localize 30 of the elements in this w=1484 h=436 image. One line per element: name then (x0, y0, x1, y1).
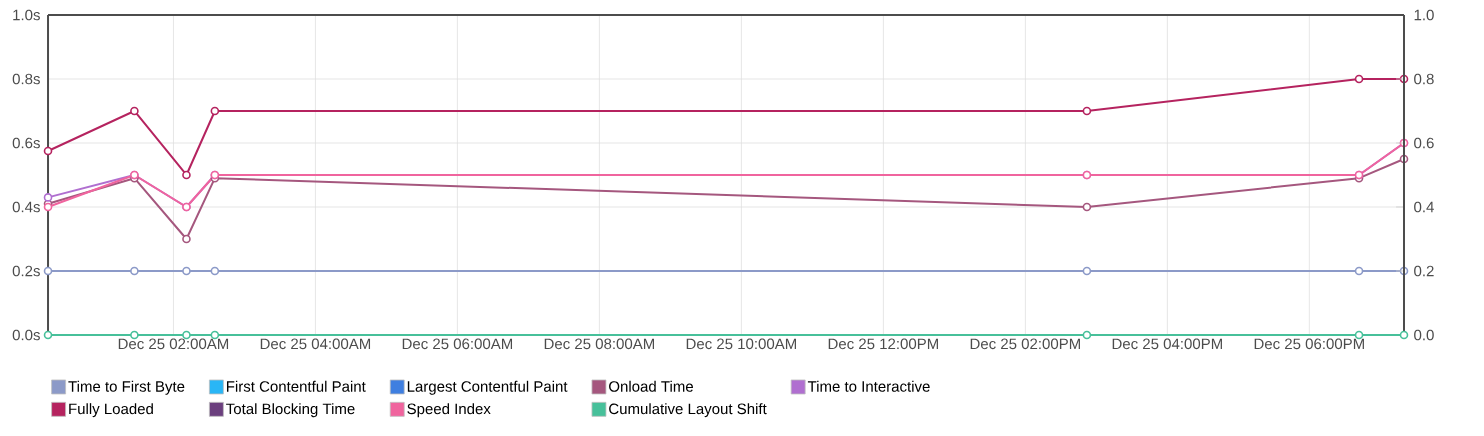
legend-label: Total Blocking Time (226, 403, 355, 418)
legend-label: Time to Interactive (807, 380, 930, 392)
y-tick-label: 0.8s (12, 73, 40, 85)
legend-label: Onload Time (609, 380, 693, 392)
legend-label: Cumulative Layout Shift (609, 403, 767, 418)
legend-label: Time to First Byte (68, 380, 185, 395)
y2-tick-label: 0.4 (1414, 201, 1434, 213)
y2-tick-label: 1.0 (1414, 9, 1434, 21)
y-tick-label: 0.4s (12, 201, 40, 213)
x-tick-label: Dec 25 02:00PM (970, 338, 1080, 350)
legend-label: Fully Loaded (69, 403, 153, 418)
y2-tick-label: 0.6 (1414, 137, 1434, 149)
legend-label: Largest Contentful Paint (407, 380, 568, 395)
legend-label: Speed Index (407, 403, 491, 418)
y2-tick-label: 0.8 (1414, 73, 1434, 85)
y-tick-label: 0.6s (12, 137, 40, 149)
y2-tick-label: 0.2 (1414, 265, 1434, 277)
x-tick-label: Dec 25 04:00PM (1112, 338, 1222, 350)
x-tick-label: Dec 25 02:00AM (118, 338, 229, 350)
y-tick-label: 1.0s (13, 9, 40, 21)
legend-label: First Contentful Paint (227, 380, 366, 392)
x-tick-label: Dec 25 10:00AM (686, 338, 796, 350)
y-tick-label: 0.2s (12, 265, 40, 277)
x-tick-label: Dec 25 06:00AM (402, 338, 513, 350)
x-tick-label: Dec 25 06:00PM (1254, 338, 1364, 350)
x-tick-label: Dec 25 04:00AM (260, 338, 371, 350)
x-tick-label: Dec 25 08:00AM (544, 338, 655, 350)
y-tick-label: 0.0s (12, 329, 40, 341)
x-tick-label: Dec 25 12:00PM (828, 338, 938, 350)
y2-tick-label: 0.0 (1414, 329, 1434, 341)
